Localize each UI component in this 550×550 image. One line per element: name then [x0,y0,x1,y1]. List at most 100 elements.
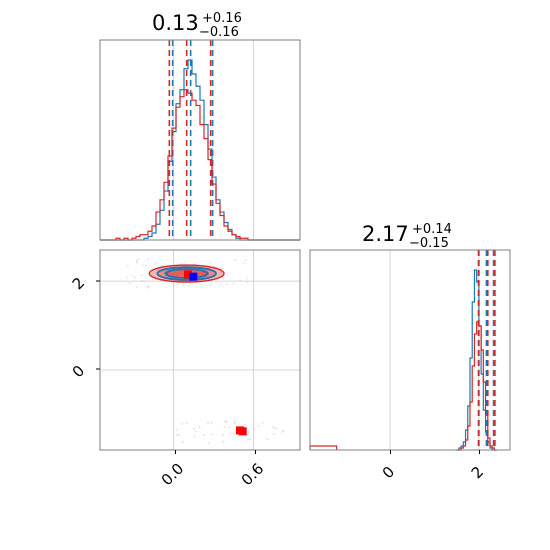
p2-frame [99,249,301,451]
p2-speck-b-26 [178,434,180,436]
p1-title-plus: +0.16 [202,11,242,26]
p2-speck-a-64 [226,283,228,285]
p2-speck-b-35 [198,426,201,428]
p1-frame [99,39,301,241]
p2-speck-a-8 [210,282,213,285]
p2-speck-a-3 [135,261,138,264]
p2-speck-a-37 [234,259,237,261]
p2-speck-a-65 [146,286,149,289]
p2-speck-a-69 [126,265,129,267]
p2-speck-a-34 [159,280,161,282]
p2-speck-a-22 [156,261,158,264]
p2-red-marker-2 [238,427,247,436]
p2-speck-b-11 [186,422,188,425]
p2-speck-a-16 [147,258,150,261]
p2-red-marker-0 [184,270,192,279]
p2-speck-b-5 [181,441,184,443]
p2-speck-a-50 [141,264,144,266]
p2-speck-a-13 [246,281,249,284]
p2-speck-a-58 [193,262,196,265]
p2-speck-b-32 [281,431,283,433]
p1-title-minus: −0.16 [199,25,239,40]
p3-title-plus: +0.14 [412,222,452,237]
p2-speck-b-10 [232,433,234,435]
p2-speck-b-18 [234,420,236,423]
p2-speck-b-23 [257,425,260,427]
p2-speck-b-24 [229,432,232,435]
p2-speck-b-30 [195,430,197,433]
p3-hist-series-0 [456,269,497,451]
p3-hist-series-1 [456,321,497,451]
p2-speck-b-21 [282,430,285,432]
p2-speck-a-57 [136,286,138,288]
p2-speck-a-43 [212,265,215,268]
p2-speck-a-52 [128,282,131,285]
p2-speck-a-44 [159,259,162,261]
p2-ytick-label-1: 0 [69,362,88,381]
p2-speck-b-12 [247,431,250,434]
p2-speck-b-16 [228,426,231,429]
p2-speck-a-11 [244,258,247,261]
p2-speck-a-40 [196,286,198,288]
p1-hist-series-0 [100,59,300,241]
p2-speck-b-33 [176,433,179,436]
p2-speck-a-62 [133,276,136,279]
p2-speck-b-20 [222,440,225,443]
p2-speck-b-1 [210,421,213,424]
p2-speck-b-13 [275,427,277,430]
p1-hist-series-1 [100,89,300,241]
p2-speck-a-32 [181,262,184,265]
p2-speck-a-48 [183,261,186,264]
p2-blue-contour-0 [156,266,217,281]
p2-speck-a-51 [239,279,241,281]
p2-speck-a-1 [140,279,143,282]
p2-xtick-label-1: 0.6 [238,460,268,490]
p2-speck-a-59 [232,282,235,285]
p2-blue-marker-0 [189,272,198,281]
p3-grid [389,250,480,450]
p1-marks [100,40,300,241]
p2-speck-a-30 [246,277,249,280]
p2-speck-a-19 [145,264,147,267]
p2-speck-b-4 [181,422,183,425]
p2-speck-b-38 [266,438,269,441]
p2-speck-b-39 [211,433,214,435]
p3-xtick-label-1: 2 [468,463,487,482]
p2-speck-b-29 [249,438,251,441]
p3-title-value: 2.17 [362,222,409,246]
p2-speck-a-36 [160,264,162,267]
p2-speck-b-36 [207,422,209,424]
p2-speck-b-17 [261,422,264,424]
p2-speck-b-2 [253,428,256,430]
p2-speck-b-19 [244,424,247,426]
p2-speck-b-22 [246,433,249,436]
p2-speck-a-28 [131,275,134,277]
p2-speck-b-9 [233,422,236,424]
panel-top-left: 0.13 +0.16 −0.16 [99,11,301,241]
p2-speck-b-28 [247,439,249,441]
p2-speck-a-38 [243,262,245,264]
p2-speck-a-21 [135,260,138,262]
p2-speck-b-3 [202,434,205,437]
p2-speck-b-6 [193,435,196,438]
p2-speck-a-5 [161,264,164,267]
p2-speck-b-7 [175,429,178,431]
p2-speck-b-15 [272,433,275,435]
p2-speck-b-31 [208,442,210,444]
p2-speck-a-67 [176,283,179,286]
p2-marks [126,258,285,444]
p2-speck-b-25 [272,426,275,429]
p2-speck-b-27 [225,420,228,423]
p2-speck-b-0 [223,426,226,428]
p2-speck-b-8 [222,434,224,436]
p2-speck-a-26 [143,280,145,283]
panel-bottom-right: 0 2 2.17 +0.14 −0.15 [309,222,511,482]
p2-speck-a-60 [188,285,191,288]
p3-xtick-label-0: 0 [379,463,398,482]
p2-xtick-label-0: 0.0 [158,460,188,490]
p2-speck-a-55 [154,262,157,265]
p2-speck-b-34 [193,427,195,430]
p2-speck-a-66 [204,284,207,287]
p2-speck-a-45 [126,276,129,279]
